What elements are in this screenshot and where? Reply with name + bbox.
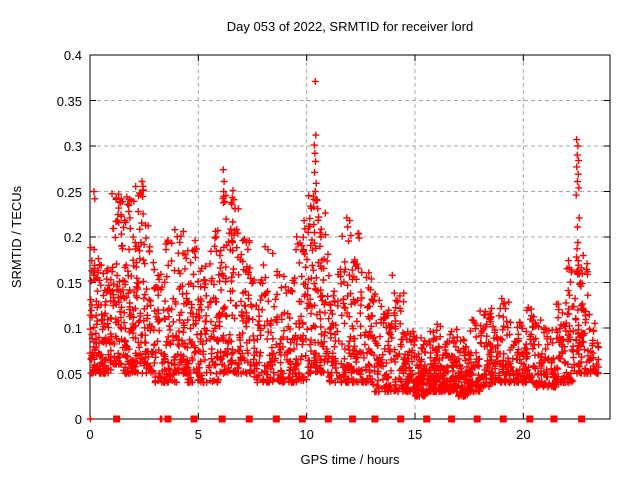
baseline-square-marker: [272, 415, 280, 423]
scatter-points: [86, 77, 602, 423]
y-tick-label: 0.15: [56, 275, 82, 291]
y-tick-label: 0.05: [56, 366, 82, 382]
baseline-square-marker: [349, 415, 357, 423]
chart-title: Day 053 of 2022, SRMTID for receiver lor…: [226, 19, 474, 34]
y-tick-label: 0.3: [63, 139, 82, 154]
y-tick-label: 0.4: [63, 48, 82, 63]
y-tick-label: 0.2: [63, 230, 82, 245]
baseline-square-marker: [245, 415, 253, 423]
baseline-square-marker: [526, 415, 534, 423]
baseline-square-marker: [578, 415, 586, 423]
baseline-square-marker: [218, 415, 226, 423]
baseline-square-marker: [190, 415, 198, 423]
x-tick-label: 15: [407, 427, 423, 442]
baseline-square-marker: [164, 415, 172, 423]
baseline-square-marker: [473, 415, 481, 423]
x-tick-label: 20: [516, 427, 531, 442]
baseline-square-marker: [423, 415, 431, 423]
baseline-square-marker: [113, 415, 121, 423]
x-tick-label: 10: [299, 427, 314, 442]
y-tick-label: 0.35: [56, 93, 82, 109]
baseline-square-marker: [448, 415, 456, 423]
x-tick-label: 0: [86, 427, 94, 442]
baseline-square-marker: [499, 415, 507, 423]
x-axis-label: GPS time / hours: [300, 452, 400, 467]
y-tick-label: 0: [74, 412, 82, 427]
baseline-square-marker: [371, 415, 379, 423]
baseline-square-marker: [550, 415, 558, 423]
x-tick-label: 5: [194, 427, 202, 442]
baseline-square-marker: [397, 415, 405, 423]
baseline-square-marker: [298, 415, 306, 423]
y-axis-label: SRMTID / TECUs: [9, 185, 24, 289]
baseline-square-marker: [324, 415, 332, 423]
y-tick-label: 0.1: [63, 321, 82, 336]
y-tick-label: 0.25: [56, 184, 82, 200]
